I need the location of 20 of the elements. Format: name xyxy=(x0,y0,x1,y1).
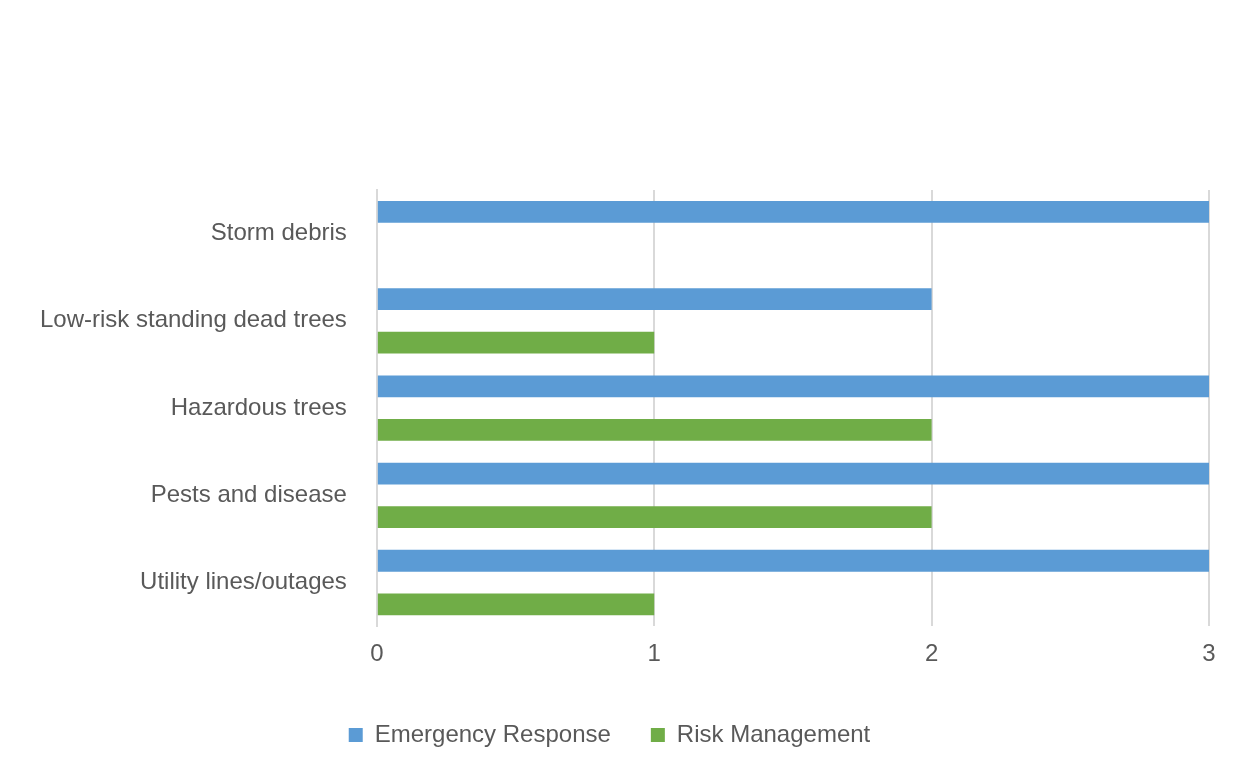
y-tick-label: Hazardous trees xyxy=(170,392,347,420)
bar xyxy=(377,593,655,616)
bar xyxy=(377,549,1209,572)
x-tick-label: 0 xyxy=(370,639,384,667)
legend-label: Emergency Response xyxy=(374,719,611,747)
legend-label: Risk Management xyxy=(676,719,871,747)
bar xyxy=(377,506,932,529)
x-tick-label: 2 xyxy=(924,639,939,667)
x-tick-label: 3 xyxy=(1202,639,1216,667)
bar xyxy=(377,462,1209,485)
bar xyxy=(377,375,1209,398)
x-tick-label: 1 xyxy=(647,639,661,667)
y-tick-label: Low-risk standing dead trees xyxy=(39,305,347,333)
bar xyxy=(377,419,932,441)
y-tick-label: Utility lines/outages xyxy=(140,567,347,595)
bar xyxy=(377,288,932,310)
bar xyxy=(377,331,655,354)
y-tick-label: Pests and disease xyxy=(150,479,347,507)
bar xyxy=(377,200,1209,223)
y-tick-label: Storm debris xyxy=(210,218,347,246)
